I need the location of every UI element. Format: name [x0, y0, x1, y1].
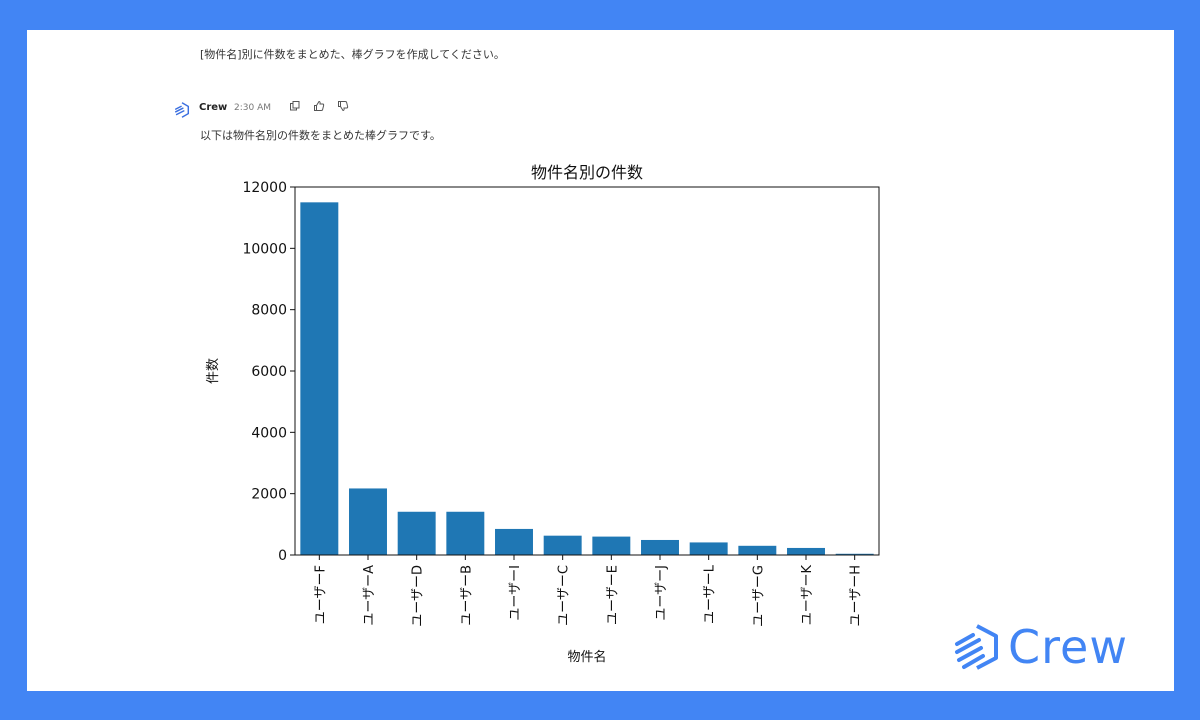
x-tick-label: ユーザーF [313, 565, 328, 624]
y-axis-label: 件数 [206, 358, 221, 384]
crew-logo-icon [174, 102, 190, 118]
bar [300, 202, 339, 556]
y-tick-label: 2000 [251, 487, 287, 503]
y-tick-label: 10000 [242, 241, 287, 257]
thumbs-down-icon[interactable] [337, 100, 349, 112]
x-tick-label: ユーザーA [362, 565, 377, 626]
x-tick-label: ユーザーD [411, 565, 426, 627]
bar [397, 511, 436, 555]
bot-reply: 以下は物件名別の件数をまとめた棒グラフです。 [200, 129, 441, 142]
copy-icon[interactable] [289, 100, 301, 112]
bar [543, 535, 582, 555]
thumbs-up-icon[interactable] [313, 100, 325, 112]
bar [738, 545, 777, 555]
y-tick-label: 0 [278, 548, 287, 564]
bar [835, 553, 874, 555]
x-tick-label: ユーザーK [800, 565, 815, 626]
y-tick-label: 12000 [242, 180, 287, 196]
chart-title: 物件名別の件数 [531, 163, 643, 182]
bar [349, 488, 387, 555]
bar [641, 539, 679, 555]
message-time: 2:30 AM [234, 103, 271, 113]
x-tick-label: ユーザーI [508, 565, 523, 621]
x-tick-label: ユーザーG [751, 565, 766, 627]
bar [689, 542, 728, 555]
brand-name: Crew [1008, 620, 1128, 674]
x-tick-label: ユーザーB [459, 565, 474, 626]
bar [787, 547, 825, 555]
bar-chart: 物件名別の件数 0 2000 4000 6000 8000 10000 12000 ユーザーF ユ… [206, 163, 880, 665]
bar [592, 536, 631, 555]
x-tick-label: ユーザーE [605, 565, 620, 625]
user-message: [物件名]別に件数をまとめた、棒グラフを作成してください。 [200, 48, 505, 61]
bar [495, 528, 533, 555]
x-tick-label: ユーザーC [557, 565, 572, 626]
y-tick-label: 6000 [251, 364, 287, 380]
x-tick-label: ユーザーL [703, 564, 718, 624]
x-tick-label: ユーザーJ [654, 565, 669, 621]
bot-name: Crew [199, 102, 228, 113]
x-axis-label: 物件名 [567, 649, 606, 665]
crew-brand-icon [955, 624, 998, 670]
x-tick-label: ユーザーH [849, 565, 864, 627]
bar [446, 511, 485, 555]
chat-panel: [物件名]別に件数をまとめた、棒グラフを作成してください。 Crew 2:30 … [27, 30, 1174, 691]
brand-watermark: Crew [952, 618, 1162, 680]
y-tick-label: 4000 [251, 425, 287, 441]
y-tick-label: 8000 [251, 303, 287, 319]
